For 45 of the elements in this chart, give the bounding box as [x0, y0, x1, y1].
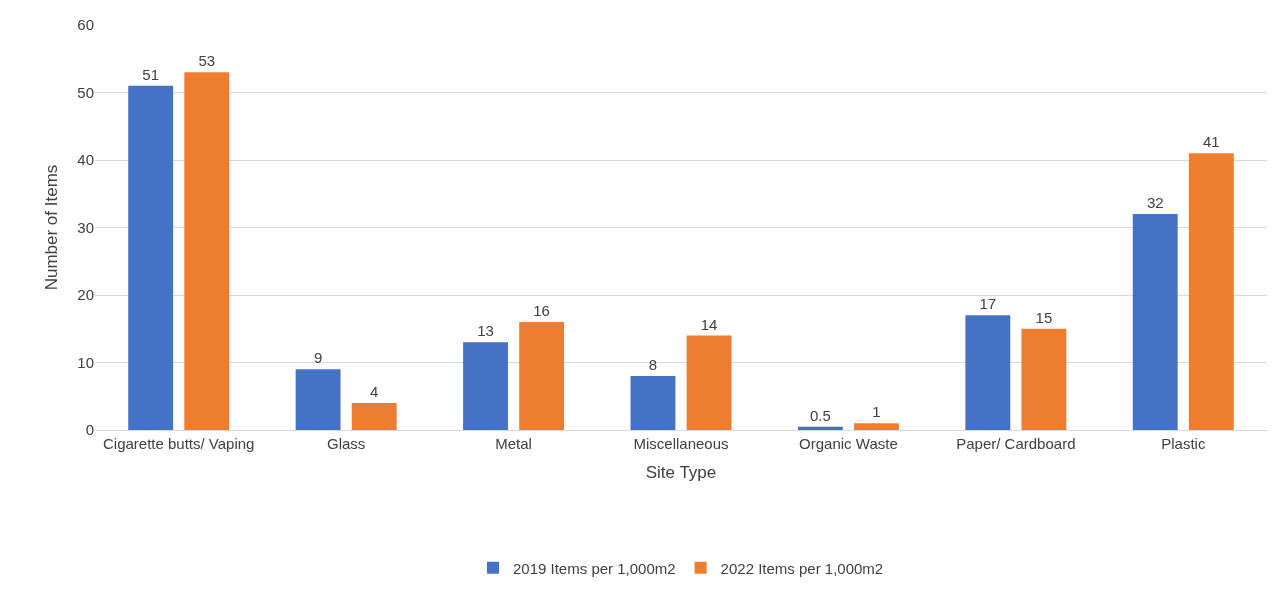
bar — [295, 369, 341, 430]
data-label: 16 — [533, 302, 550, 319]
y-tick-label: 50 — [77, 83, 94, 101]
data-label: 53 — [198, 52, 216, 70]
bar — [184, 72, 230, 430]
y-tick-label: 30 — [77, 218, 94, 236]
x-tick-label: Metal — [495, 435, 532, 452]
bar — [351, 403, 397, 430]
y-tick-label: 10 — [77, 353, 94, 371]
data-label: 4 — [370, 383, 379, 400]
y-tick-label: 20 — [77, 286, 94, 304]
data-label: 1 — [872, 403, 881, 421]
bar — [686, 335, 732, 430]
data-label: 0.5 — [809, 406, 831, 424]
bar — [519, 322, 565, 430]
bar — [1132, 214, 1178, 430]
bar — [854, 423, 899, 430]
bar — [630, 376, 676, 430]
x-tick-label: Glass — [326, 435, 366, 452]
x-tick-label: Organic Waste — [799, 435, 898, 452]
bar — [1188, 153, 1234, 430]
data-label: 17 — [979, 295, 997, 313]
y-tick-label: 60 — [77, 16, 94, 34]
data-label: 32 — [1146, 194, 1164, 211]
y-tick-label: 40 — [77, 151, 94, 169]
x-tick-label: Paper/ Cardboard — [956, 435, 1076, 452]
data-label: 15 — [1035, 308, 1053, 326]
x-axis-title: Site Type — [645, 463, 717, 483]
data-label: 9 — [313, 349, 323, 367]
bar — [463, 342, 508, 430]
y-tick-label: 0 — [85, 421, 94, 439]
legend-label: 2019 Items per 1,000m2 — [513, 559, 676, 577]
y-axis-title: Number of Items — [41, 164, 61, 291]
data-label: 13 — [477, 322, 494, 340]
bar — [1021, 328, 1067, 430]
data-label: 41 — [1202, 133, 1220, 151]
data-label: 51 — [142, 65, 160, 83]
legend-label: 2022 Items per 1,000m2 — [720, 559, 884, 577]
x-tick-label: Miscellaneous — [633, 435, 729, 452]
x-tick-label: Plastic — [1161, 435, 1206, 452]
bar — [128, 85, 174, 430]
data-label: 14 — [700, 315, 718, 333]
x-tick-label: Cigarette butts/ Vaping — [102, 435, 255, 452]
bar — [965, 315, 1011, 430]
data-label: 8 — [648, 356, 658, 373]
